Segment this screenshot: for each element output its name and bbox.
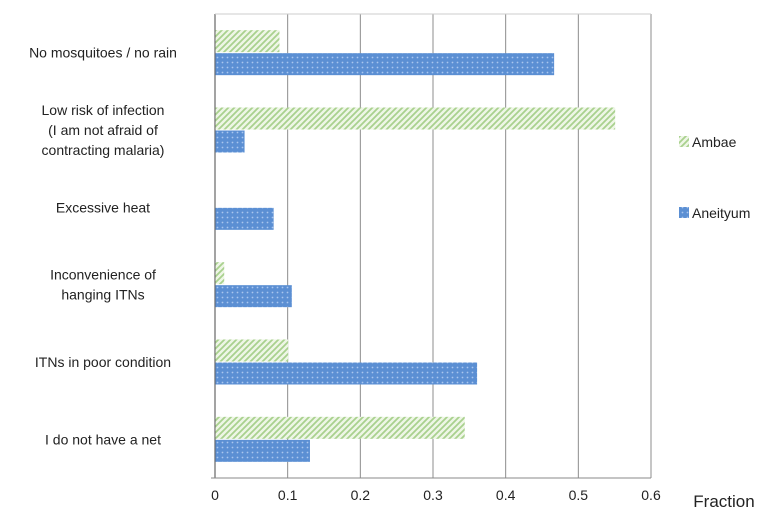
x-tick-label: 0	[211, 487, 219, 503]
bar-aneityum	[215, 439, 310, 462]
bar-ambae	[215, 30, 280, 53]
category-label: Low risk of infection	[42, 102, 165, 118]
x-tick-label: 0.4	[496, 487, 516, 503]
bar-ambae	[215, 416, 465, 439]
legend-label-ambae: Ambae	[692, 134, 737, 150]
bar-ambae	[215, 262, 225, 285]
bar-aneityum	[215, 53, 555, 76]
category-label: contracting malaria)	[42, 142, 165, 158]
category-label: hanging ITNs	[61, 287, 144, 303]
x-axis-title: Fraction	[693, 492, 754, 511]
x-tick-label: 0.5	[569, 487, 589, 503]
bar-ambae	[215, 107, 616, 130]
bar-aneityum	[215, 130, 245, 153]
legend-swatch-aneityum	[679, 207, 689, 218]
bar-aneityum	[215, 362, 478, 385]
category-label: ITNs in poor condition	[35, 354, 171, 370]
x-tick-label: 0.2	[351, 487, 371, 503]
legend-label-aneityum: Aneityum	[692, 205, 750, 221]
category-label: (I am not afraid of	[48, 122, 158, 138]
legend-swatch-ambae	[679, 136, 689, 147]
bar-aneityum	[215, 285, 292, 308]
bar-aneityum	[215, 207, 274, 230]
category-label: I do not have a net	[45, 431, 161, 447]
category-label: No mosquitoes / no rain	[29, 45, 177, 61]
x-tick-label: 0.1	[278, 487, 298, 503]
x-tick-label: 0.3	[423, 487, 443, 503]
bar-ambae	[215, 339, 289, 362]
category-label: Excessive heat	[56, 199, 150, 215]
x-tick-label: 0.6	[641, 487, 661, 503]
category-label: Inconvenience of	[50, 267, 156, 283]
